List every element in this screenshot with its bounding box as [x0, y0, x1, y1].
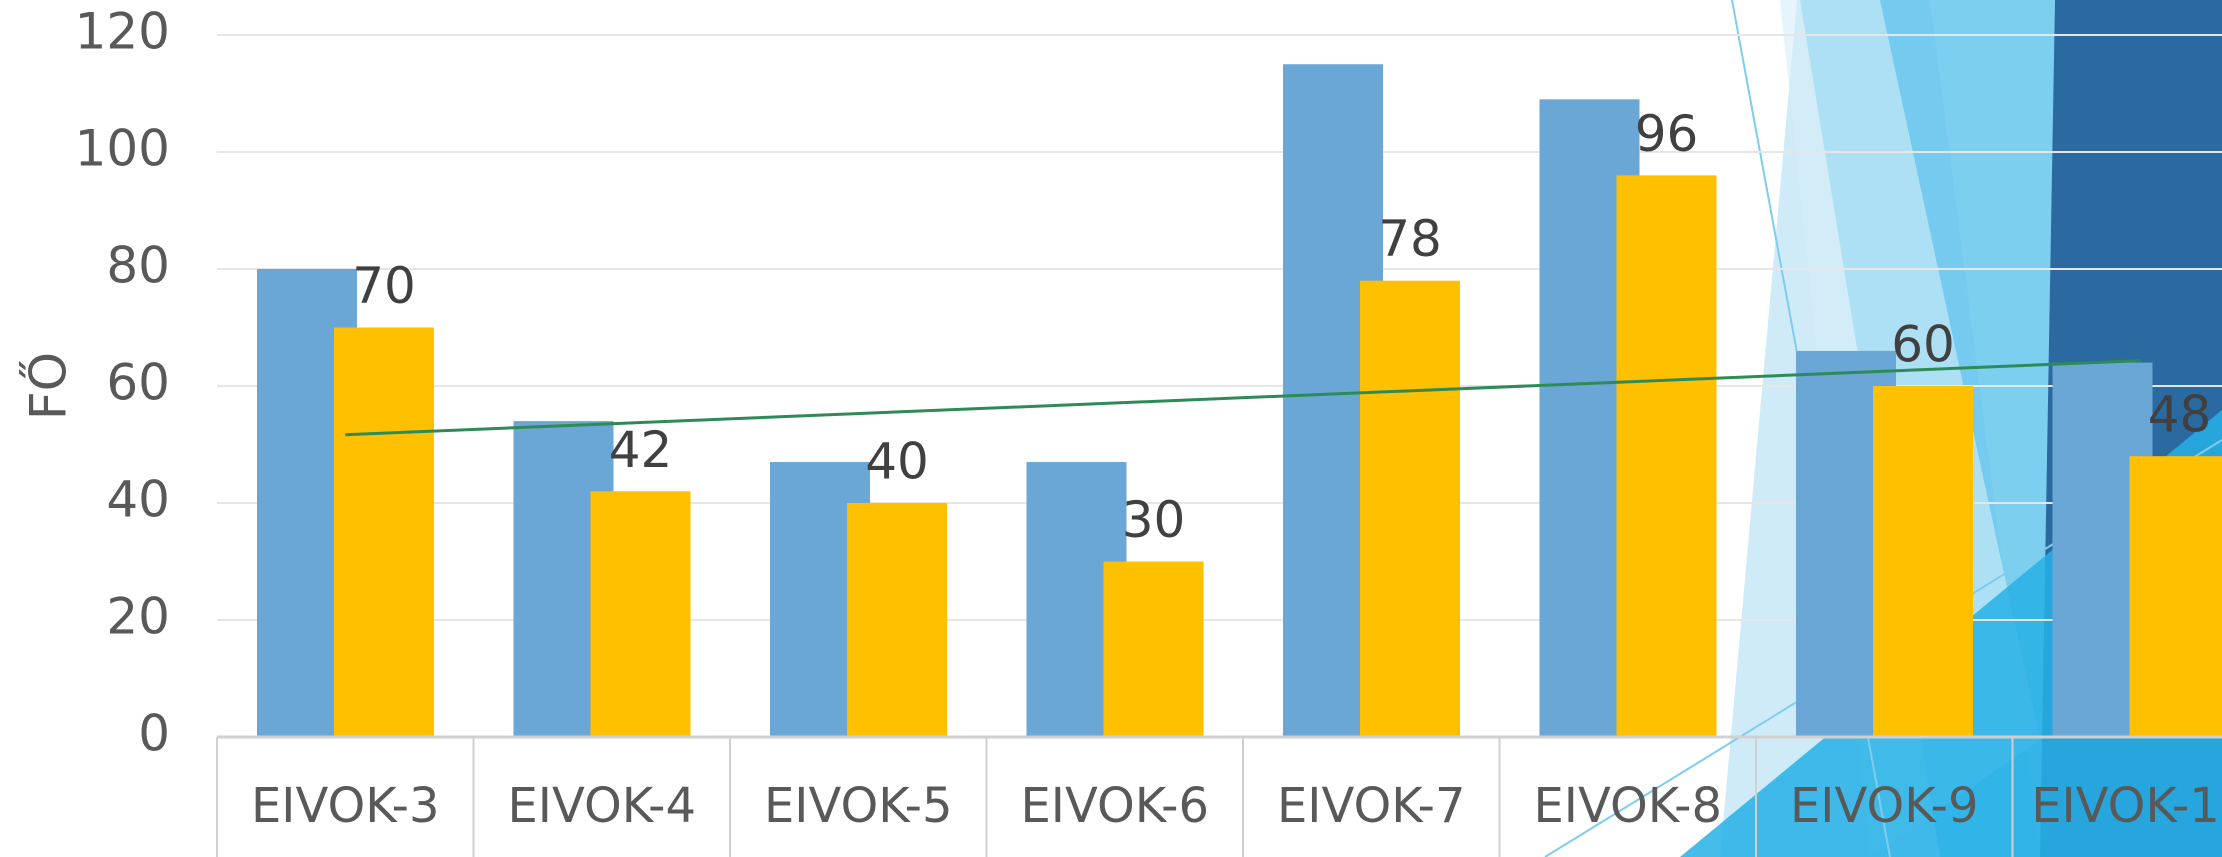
x-tick-label: EIVOK-5 — [764, 778, 953, 834]
bar — [1617, 175, 1717, 737]
x-tick-label: EIVOK-4 — [507, 778, 696, 834]
data-label: 60 — [1891, 316, 1955, 374]
page: {"chart_data": { "type": "bar", "y_label… — [0, 0, 2222, 857]
y-axis-label: FŐ — [19, 352, 78, 420]
chart: FŐ 0 20 40 60 80 100 120 70 42 40 30 78 96 60 48 EIVOK-… — [0, 0, 2222, 857]
y-tick-label: 20 — [106, 588, 170, 646]
x-tick-label: EIVOK-8 — [1533, 778, 1722, 834]
data-label: 70 — [352, 257, 416, 315]
x-tick-label: EIVOK-9 — [1790, 778, 1979, 834]
data-label: 78 — [1378, 210, 1442, 268]
bar — [334, 328, 434, 738]
x-tick-label: EIVOK-6 — [1020, 778, 1209, 834]
x-tick-label: EIVOK-10 — [2031, 778, 2222, 834]
bar — [1104, 562, 1204, 738]
data-label: 42 — [609, 421, 673, 479]
bar — [1873, 386, 1973, 737]
y-tick-label: 40 — [106, 471, 170, 529]
data-label: 48 — [2148, 386, 2212, 444]
bar — [847, 503, 947, 737]
bar — [2130, 456, 2222, 737]
data-label: 30 — [1122, 491, 1186, 549]
bar — [1360, 281, 1460, 737]
y-tick-label: 100 — [75, 120, 170, 178]
bar — [591, 491, 691, 737]
data-label: 96 — [1635, 105, 1699, 163]
data-label: 40 — [865, 433, 929, 491]
y-tick-label: 80 — [106, 237, 170, 295]
y-tick-label: 60 — [106, 354, 170, 412]
y-tick-label: 0 — [138, 705, 170, 763]
x-tick-label: EIVOK-3 — [251, 778, 440, 834]
y-tick-label: 120 — [75, 3, 170, 61]
x-tick-label: EIVOK-7 — [1277, 778, 1466, 834]
